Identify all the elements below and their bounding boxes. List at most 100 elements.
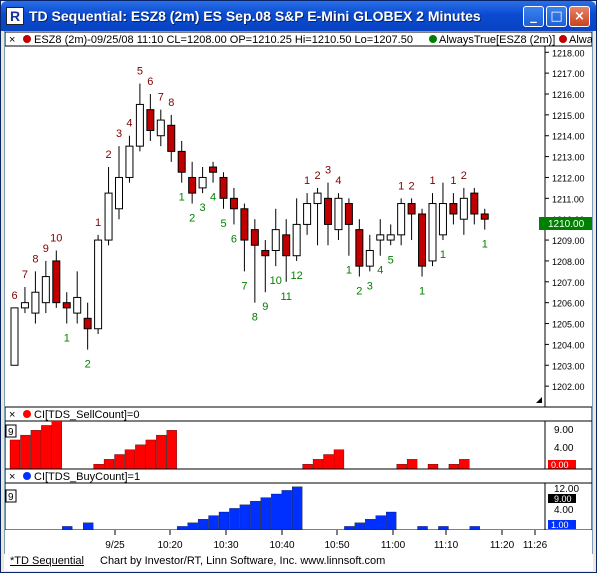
candle-body	[470, 192, 479, 215]
candle-body	[41, 276, 50, 304]
candle-body	[250, 229, 259, 246]
candle-body	[418, 213, 427, 267]
price-tick-label: 1202.00	[552, 382, 585, 392]
sell-pane-close-icon[interactable]: ×	[9, 409, 15, 421]
candle-body	[52, 260, 61, 304]
sell-count-bar	[51, 420, 62, 470]
candle-body	[20, 302, 29, 309]
candle-body	[156, 119, 165, 137]
buy-tag-text: 1.00	[551, 520, 569, 530]
buy-count-bar	[229, 508, 240, 531]
buy-count-bar	[177, 526, 188, 531]
price-tick-label: 1215.00	[552, 111, 585, 121]
sell-count-bar	[166, 430, 177, 470]
sell-tag-text: 0.00	[551, 460, 569, 470]
price-tick-label: 1216.00	[552, 90, 585, 100]
sell-count-bar	[406, 459, 418, 470]
candle-body	[177, 150, 186, 173]
candle-body	[355, 229, 364, 267]
candle-body	[292, 223, 301, 257]
sell-tag	[548, 460, 576, 469]
buy-setup-label: 5	[220, 218, 226, 230]
indicator2-marker-icon	[559, 35, 567, 43]
candle-body	[167, 124, 176, 152]
current-price-tag-text: 1210.00	[548, 219, 585, 230]
buy-setup-label: 1	[440, 249, 446, 261]
candle-body	[344, 203, 353, 225]
buy-count-bar	[344, 526, 355, 531]
price-series-marker-icon	[23, 35, 31, 43]
sell-count-bar	[312, 459, 324, 470]
candle-body	[125, 145, 134, 178]
buy-count-bar	[386, 511, 397, 531]
sell-count-bar	[124, 449, 136, 470]
price-header-symbol: ESZ8 (2m)-09/25/08 11:10 CL=1208.00 OP=1…	[34, 34, 413, 46]
buy-marker-icon	[23, 472, 31, 480]
sell-setup-label: 6	[11, 290, 17, 302]
buy-setup-label: 1	[64, 333, 70, 345]
close-icon: ×	[574, 9, 585, 24]
candle-body	[229, 197, 238, 210]
sell-setup-label: 1	[450, 175, 456, 187]
buy-top-tag-text: 9.00	[554, 494, 572, 504]
candle-body	[334, 197, 343, 231]
sell-count-bar	[448, 464, 460, 470]
candle-body	[407, 203, 416, 215]
status-chart-name[interactable]: *TD Sequential	[10, 555, 84, 567]
buy-setup-label: 3	[200, 202, 206, 214]
buy-count-bar	[271, 493, 282, 531]
buy-tag	[548, 520, 576, 529]
sell-count-bar	[156, 434, 167, 470]
buy-setup-label: 11	[280, 291, 291, 303]
price-tick-label: 1204.00	[552, 340, 585, 350]
price-pane-close-icon[interactable]: ×	[9, 34, 15, 46]
sell-value-box-text: 9	[8, 427, 14, 438]
price-tick-label: 1209.00	[552, 236, 585, 246]
time-tick-label: 11:20	[490, 540, 515, 551]
sell-setup-label: 2	[314, 170, 320, 182]
buy-pane-label: CI[TDS_BuyCount]=1	[34, 471, 140, 483]
buy-axis-mid: 4.00	[554, 505, 574, 516]
time-tick-label: 10:40	[269, 540, 294, 551]
buy-pane-close-icon[interactable]: ×	[9, 471, 15, 483]
sell-setup-label: 4	[126, 118, 132, 130]
buy-setup-label: 8	[252, 312, 258, 324]
candle-body	[219, 176, 228, 199]
price-tick-label: 1213.00	[552, 153, 585, 163]
sell-setup-label: 7	[158, 92, 164, 104]
buy-count-bar	[62, 526, 73, 531]
candle-body	[83, 317, 92, 330]
buy-count-bar	[438, 526, 449, 531]
sell-count-bar	[93, 464, 104, 470]
sell-setup-label: 10	[50, 232, 62, 244]
candle-body	[94, 239, 103, 330]
buy-setup-label: 6	[231, 233, 237, 245]
candle-body	[313, 192, 322, 205]
time-tick-label: 10:20	[157, 540, 182, 551]
maximize-button[interactable]: □	[546, 6, 567, 27]
time-tick-label: 9/25	[105, 540, 125, 551]
chart-svg[interactable]: × ESZ8 (2m)-09/25/08 11:10 CL=1208.00 OP…	[5, 32, 592, 555]
window-title: TD Sequential: ESZ8 (2m) ES Sep.08 S&P E…	[29, 8, 481, 24]
title-bar[interactable]: R TD Sequential: ESZ8 (2m) ES Sep.08 S&P…	[1, 1, 596, 31]
sell-count-bar	[114, 454, 125, 470]
buy-count-bar	[197, 519, 209, 531]
close-button[interactable]: ×	[569, 6, 590, 27]
sell-axis-mid: 4.00	[554, 443, 574, 454]
sell-count-bar	[396, 464, 407, 470]
buy-axis-top: 12.00	[554, 484, 579, 495]
candle-body	[365, 249, 374, 267]
time-tick-label: 11:26	[523, 540, 548, 551]
buy-count-bar	[291, 486, 303, 531]
candle-body	[282, 234, 291, 257]
price-tick-label: 1208.00	[552, 257, 585, 267]
maximize-icon: □	[550, 9, 563, 24]
buy-count-bar	[208, 515, 219, 531]
minimize-button[interactable]: _	[523, 6, 544, 27]
buy-setup-label: 1	[346, 265, 352, 277]
buy-setup-label: 2	[189, 213, 195, 225]
candle-body	[438, 203, 447, 236]
price-tick-label: 1203.00	[552, 361, 585, 371]
buy-setup-label: 1	[482, 239, 488, 251]
